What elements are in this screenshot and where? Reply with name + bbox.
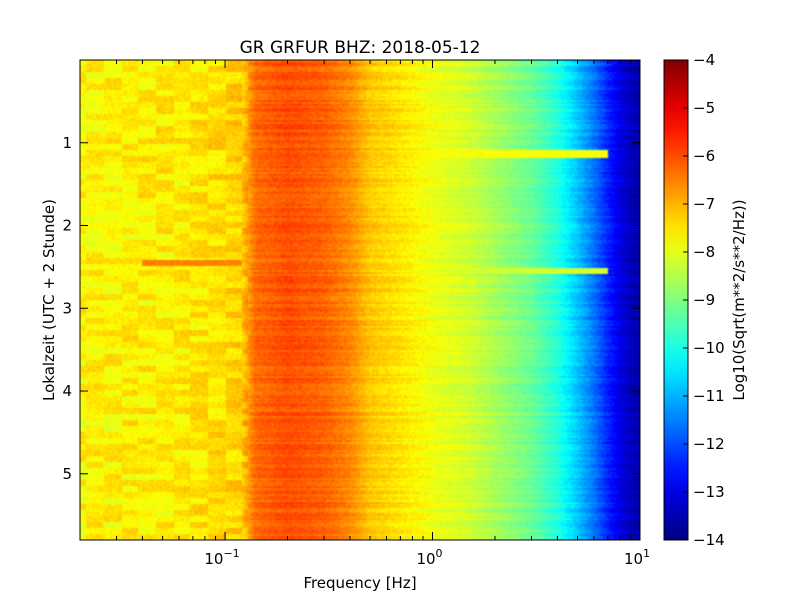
spectrogram-plot [80, 60, 640, 540]
colorbar-tick-label: −11 [693, 387, 725, 405]
y-tick-label: 3 [62, 299, 72, 317]
colorbar-tick-label: −4 [693, 51, 715, 69]
spectrogram-image [80, 60, 640, 540]
plot-frame [79, 59, 641, 541]
x-tick-label: 100 [416, 547, 442, 568]
colorbar-tick-label: −12 [693, 435, 725, 453]
chart-title: GR GRFUR BHZ: 2018-05-12 [240, 38, 481, 58]
colorbar-tick-label: −13 [693, 483, 725, 501]
x-tick-label: 101 [624, 547, 650, 568]
colorbar-tick-label: −8 [693, 243, 715, 261]
y-axis-ticks: 1 2 3 4 5 [62, 134, 640, 483]
colorbar-tick-label: −9 [693, 291, 715, 309]
x-axis-ticks: 10−1 100 101 [79, 60, 650, 568]
colorbar-tick-label: −7 [693, 195, 715, 213]
x-axis-label: Frequency [Hz] [303, 574, 416, 592]
colorbar-tick-label: −10 [693, 339, 725, 357]
y-axis-label: Lokalzeit (UTC + 2 Stunde) [40, 199, 58, 401]
colorbar-tick-label: −5 [693, 99, 715, 117]
y-tick-label: 1 [62, 134, 72, 152]
colorbar-label: Log10(Sqrt(m**2/s**2/Hz)) [730, 199, 748, 400]
y-tick-label: 5 [62, 465, 72, 483]
colorbar-tick-label: −6 [693, 147, 715, 165]
colorbar-ticks: −4 −5 −6 −7 −8 −9 −10 −11 −12 −13 −14 [683, 51, 725, 549]
x-tick-label: 10−1 [204, 547, 239, 568]
y-tick-label: 2 [62, 217, 72, 235]
colorbar-tick-label: −14 [693, 531, 725, 549]
y-tick-label: 4 [62, 382, 72, 400]
